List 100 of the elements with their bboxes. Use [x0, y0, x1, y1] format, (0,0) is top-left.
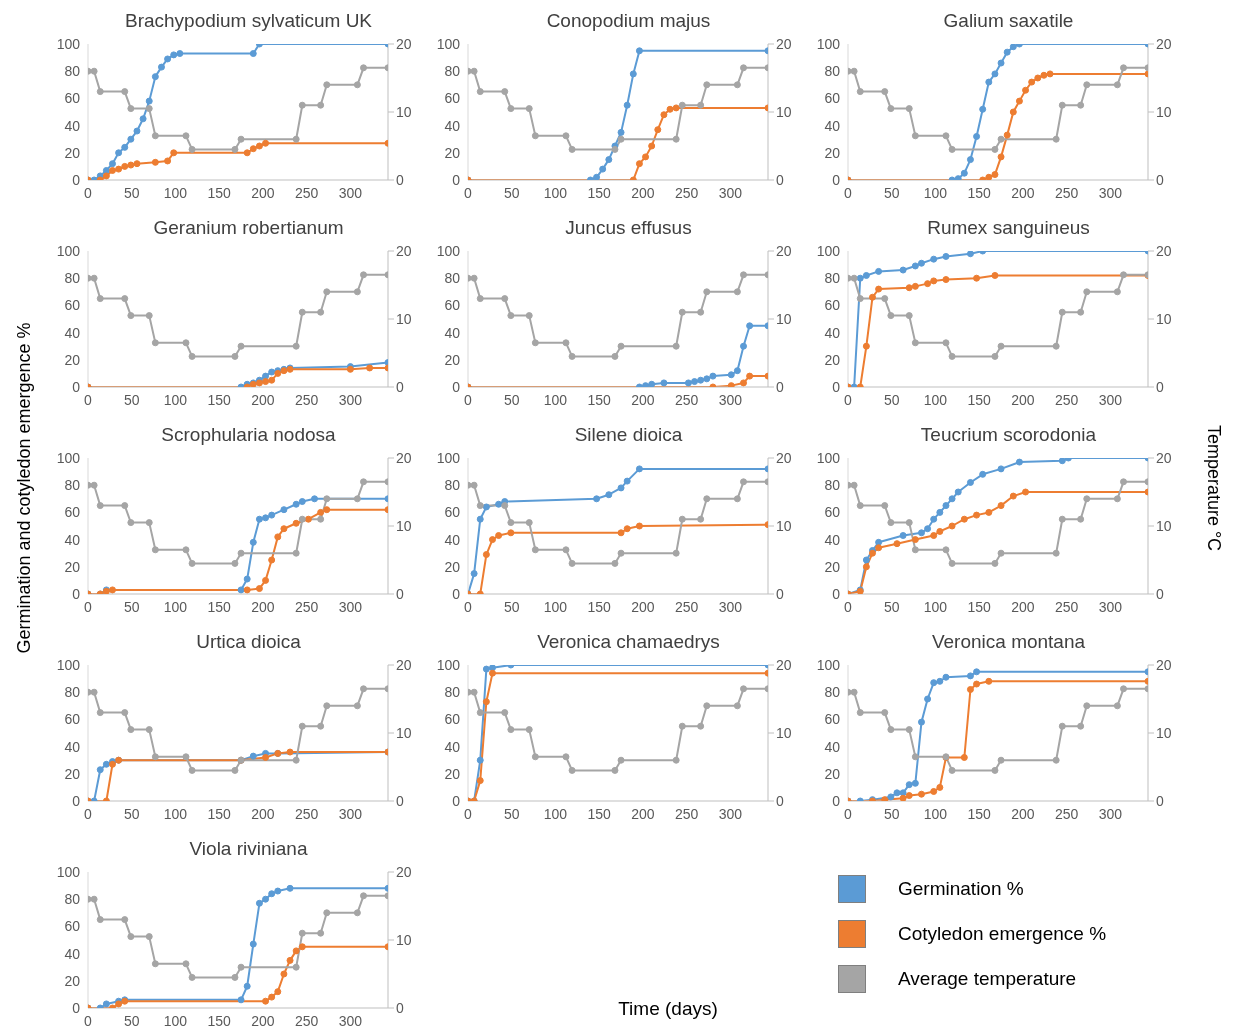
- y2-tick-label: 20: [1156, 656, 1172, 673]
- y-tick-label: 100: [436, 242, 461, 259]
- y-tick-label: 20: [444, 765, 461, 782]
- x-tick-label: 150: [207, 1012, 232, 1028]
- y-tick-label: 80: [64, 63, 81, 80]
- y2-tick-label: 20: [776, 449, 792, 466]
- y-tick-label: 40: [824, 531, 841, 548]
- y-tick-label: 0: [832, 378, 841, 395]
- y-tick-label: 100: [56, 863, 81, 880]
- y-tick-label: 100: [56, 35, 81, 52]
- chart-title: Juncus effusus: [564, 217, 693, 240]
- y2-tick-label: 10: [396, 103, 412, 120]
- x-tick-label: 300: [338, 184, 363, 201]
- x-tick-label: 200: [251, 1012, 275, 1028]
- x-tick-label: 150: [207, 805, 232, 822]
- y-tick-label: 100: [56, 242, 81, 259]
- y-tick-label: 80: [824, 477, 841, 494]
- x-tick-label: 250: [1054, 598, 1079, 615]
- chart-title: Urtica dioica: [195, 631, 302, 654]
- y-tick-label: 60: [64, 90, 81, 107]
- x-tick-label: 200: [1011, 184, 1035, 201]
- x-tick-label: 150: [207, 391, 232, 408]
- y-tick-label: 60: [444, 90, 461, 107]
- x-tick-label: 300: [1098, 184, 1123, 201]
- y-tick-label: 80: [64, 684, 81, 701]
- y2-tick-label: 10: [1156, 724, 1172, 741]
- x-tick-label: 250: [294, 805, 319, 822]
- x-tick-label: 100: [923, 391, 948, 408]
- x-tick-label: 50: [503, 598, 520, 615]
- x-tick-label: 200: [251, 391, 275, 408]
- x-tick-label: 50: [883, 598, 900, 615]
- y-tick-label: 0: [832, 585, 841, 602]
- y-tick-label: 80: [64, 477, 81, 494]
- x-tick-label: 300: [338, 598, 363, 615]
- y-tick-label: 20: [824, 144, 841, 161]
- y-tick-label: 60: [824, 90, 841, 107]
- x-tick-label: 100: [923, 598, 948, 615]
- y2-tick-label: 10: [776, 724, 792, 741]
- y2-tick-label: 20: [396, 242, 412, 259]
- y2-tick-label: 0: [396, 378, 404, 395]
- y-tick-label: 0: [452, 585, 461, 602]
- y2-tick-label: 20: [776, 656, 792, 673]
- y-tick-label: 100: [816, 656, 841, 673]
- y-tick-label: 20: [64, 765, 81, 782]
- x-tick-label: 0: [844, 598, 853, 615]
- y-tick-label: 100: [436, 449, 461, 466]
- x-tick-label: 0: [464, 598, 473, 615]
- y-tick-label: 0: [72, 378, 81, 395]
- y-tick-label: 60: [444, 504, 461, 521]
- y2-tick-label: 10: [396, 517, 412, 534]
- y2-tick-label: 0: [396, 171, 404, 188]
- y2-tick-label: 0: [776, 171, 784, 188]
- y-tick-label: 40: [444, 117, 461, 134]
- x-tick-label: 0: [464, 391, 473, 408]
- x-tick-label: 200: [251, 805, 275, 822]
- x-tick-label: 0: [84, 598, 93, 615]
- x-tick-label: 200: [631, 391, 655, 408]
- y2-tick-label: 20: [396, 656, 412, 673]
- y2-tick-label: 10: [396, 724, 412, 741]
- x-tick-label: 0: [844, 805, 853, 822]
- y-tick-label: 0: [832, 792, 841, 809]
- y-tick-label: 40: [824, 738, 841, 755]
- x-tick-label: 150: [207, 184, 232, 201]
- x-tick-label: 50: [503, 184, 520, 201]
- y-tick-label: 0: [452, 171, 461, 188]
- chart-title: Brachypodium sylvaticum UK: [123, 10, 374, 33]
- y-tick-label: 100: [816, 449, 841, 466]
- x-tick-label: 50: [123, 598, 140, 615]
- chart-title: Rumex sanguineus: [926, 217, 1091, 240]
- x-tick-label: 300: [1098, 391, 1123, 408]
- y-tick-label: 60: [444, 711, 461, 728]
- y-tick-label: 20: [64, 351, 81, 368]
- y2-tick-label: 10: [1156, 103, 1172, 120]
- y2-tick-label: 0: [396, 792, 404, 809]
- x-tick-label: 150: [967, 184, 992, 201]
- y2-tick-label: 0: [1156, 378, 1164, 395]
- y-tick-label: 40: [64, 117, 81, 134]
- x-tick-label: 300: [338, 805, 363, 822]
- y-tick-label: 40: [64, 738, 81, 755]
- x-tick-label: 100: [163, 1012, 188, 1028]
- x-tick-label: 250: [1054, 184, 1079, 201]
- x-tick-label: 0: [844, 184, 853, 201]
- x-tick-label: 50: [503, 391, 520, 408]
- legend-label: Cotyledon emergence %: [898, 922, 1107, 945]
- x-tick-label: 300: [718, 391, 743, 408]
- y-tick-label: 20: [444, 144, 461, 161]
- x-tick-label: 250: [294, 1012, 319, 1028]
- y-tick-label: 100: [436, 656, 461, 673]
- y2-tick-label: 10: [776, 517, 792, 534]
- x-tick-label: 0: [84, 805, 93, 822]
- x-tick-label: 250: [1054, 391, 1079, 408]
- x-tick-label: 300: [338, 391, 363, 408]
- x-tick-label: 100: [543, 184, 568, 201]
- x-tick-label: 50: [883, 184, 900, 201]
- y2-tick-label: 0: [396, 585, 404, 602]
- y2-tick-label: 0: [776, 585, 784, 602]
- legend-label: Germination %: [898, 877, 1024, 900]
- x-tick-label: 0: [464, 184, 473, 201]
- y-tick-label: 40: [64, 945, 81, 962]
- y-tick-label: 40: [824, 117, 841, 134]
